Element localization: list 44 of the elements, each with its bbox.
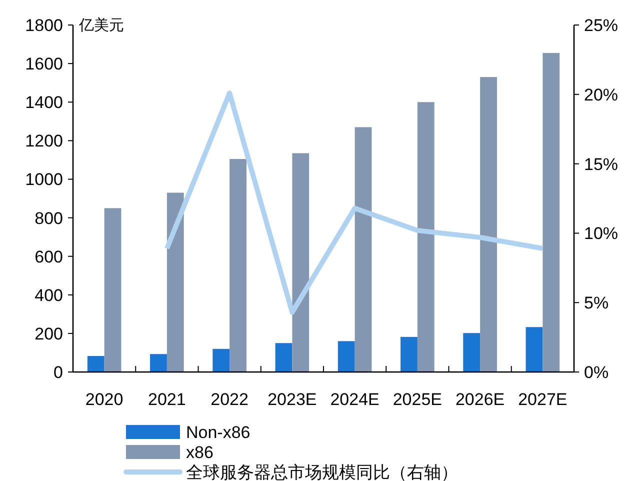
y-tick-label: 0 [54, 363, 63, 382]
legend-label: x86 [186, 443, 214, 462]
y-tick-label: 1000 [25, 170, 63, 190]
x-tick-label: 2024E [330, 390, 380, 409]
y-tick-label: 800 [34, 208, 63, 228]
legend-label: Non-x86 [186, 423, 250, 442]
y-tick-label: 1200 [25, 132, 63, 151]
x-tick-label: 2027E [518, 390, 568, 409]
bar [104, 208, 122, 372]
bar [542, 52, 560, 372]
y-tick-label: 1600 [25, 54, 63, 74]
y-axis-title: 亿美元 [78, 17, 124, 34]
x-tick-label: 2023E [268, 390, 317, 409]
x-tick-label: 2025E [392, 390, 442, 409]
y2-tick-label: 20% [584, 85, 618, 104]
bar [166, 192, 184, 372]
bar [480, 77, 497, 372]
x-tick-label: 2021 [148, 390, 186, 409]
bar [526, 327, 543, 372]
bar [292, 153, 310, 372]
bar [275, 343, 292, 372]
y-tick-label: 600 [34, 247, 63, 266]
legend-label: 全球服务器总市场规模同比（右轴） [186, 463, 458, 481]
bar [400, 336, 418, 372]
y2-tick-label: 5% [584, 294, 609, 313]
bar [230, 158, 246, 372]
bar [463, 333, 480, 372]
bar [150, 354, 167, 372]
bar [87, 356, 104, 372]
y-tick-label: 200 [34, 324, 63, 344]
y2-tick-label: 0% [584, 363, 609, 382]
x-tick-label: 2020 [85, 390, 124, 409]
y2-tick-label: 25% [584, 16, 618, 35]
bar [354, 127, 372, 372]
bar [212, 348, 230, 372]
x-tick-label: 2026E [455, 390, 505, 409]
x-tick-label: 2022 [210, 390, 248, 409]
bar [417, 102, 434, 372]
y-tick-label: 400 [34, 286, 63, 305]
bar [338, 341, 355, 372]
y-tick-label: 1800 [25, 16, 63, 35]
y2-tick-label: 10% [584, 224, 618, 244]
y-tick-label: 1400 [25, 93, 63, 112]
y2-tick-label: 15% [584, 154, 618, 174]
